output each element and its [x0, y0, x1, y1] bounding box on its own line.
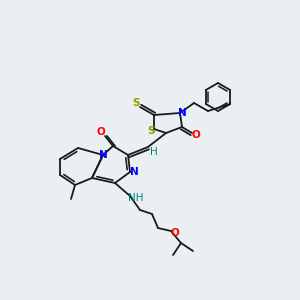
Text: NH: NH [128, 193, 144, 203]
Text: O: O [171, 228, 179, 238]
Text: N: N [178, 108, 186, 118]
Text: N: N [130, 167, 138, 177]
Text: O: O [97, 127, 105, 137]
Text: O: O [192, 130, 200, 140]
Text: S: S [132, 98, 140, 108]
Text: S: S [147, 126, 155, 136]
Text: N: N [99, 150, 107, 160]
Text: H: H [150, 147, 158, 157]
